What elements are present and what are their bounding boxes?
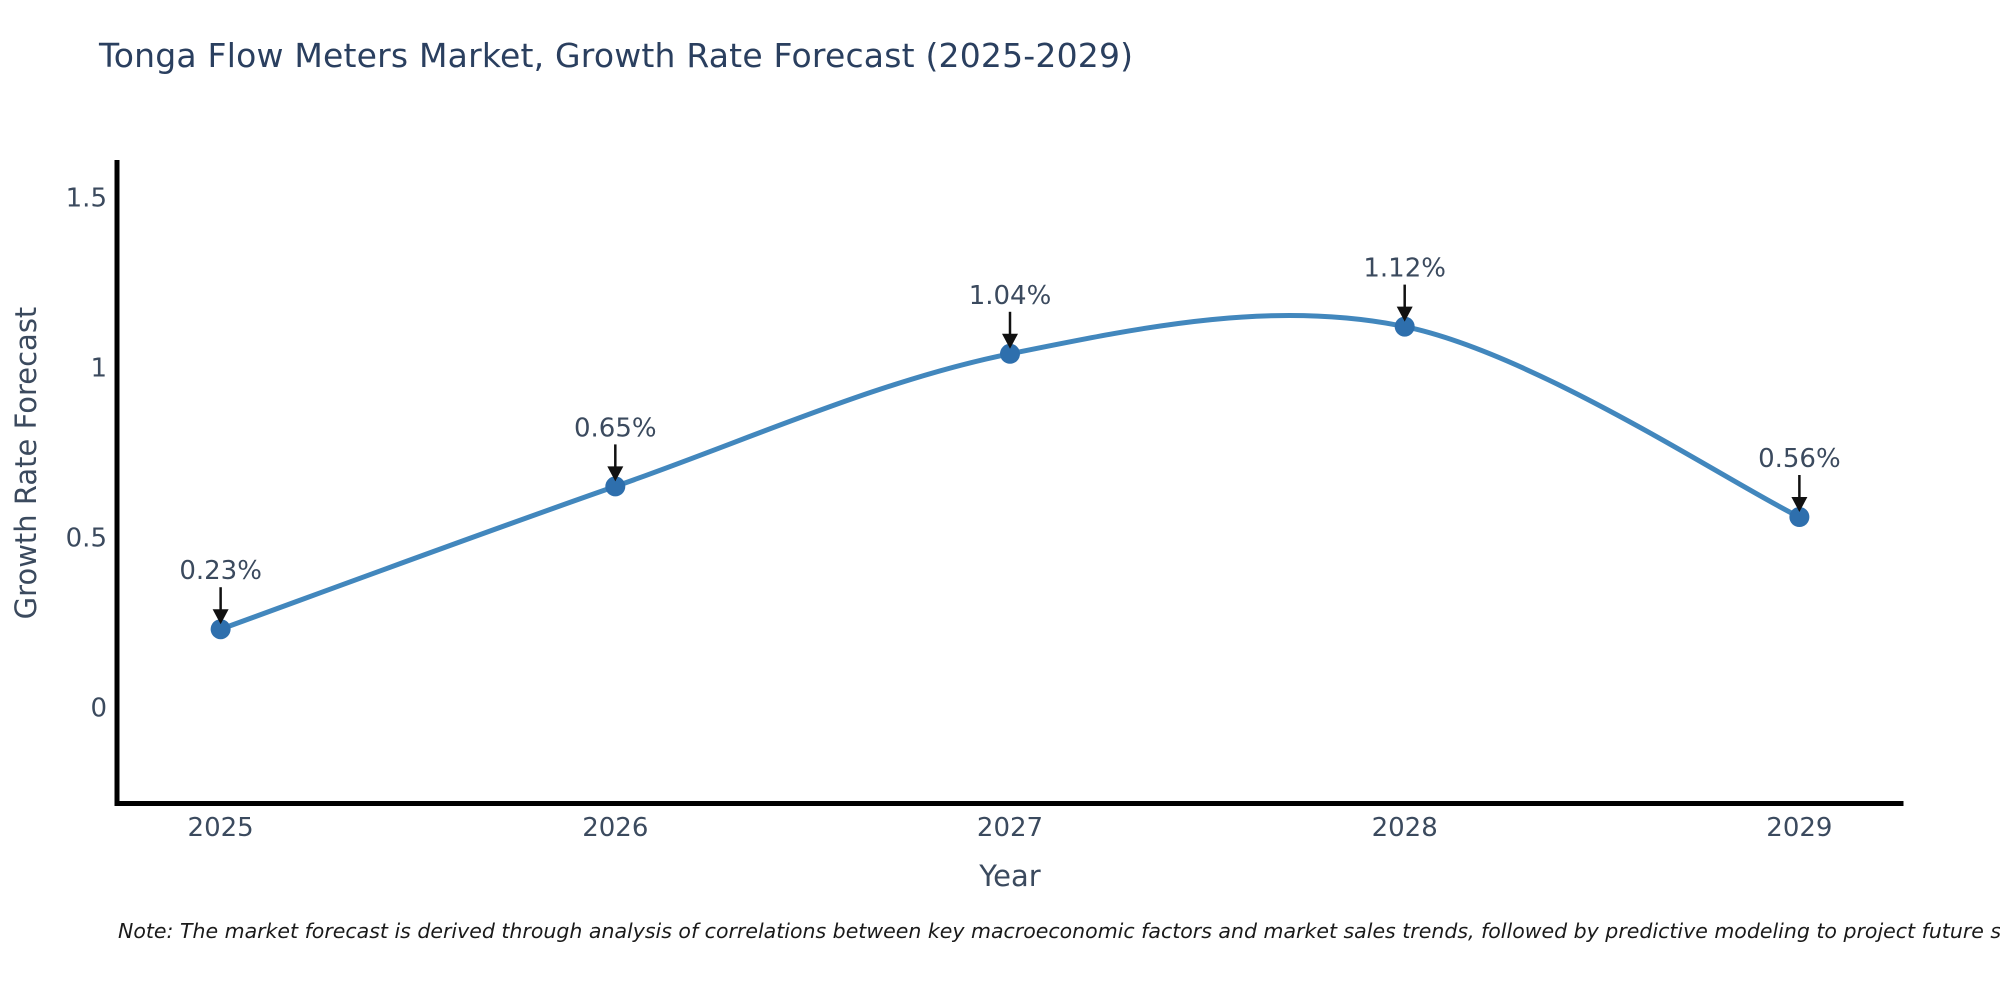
- y-axis-spine: [114, 160, 120, 806]
- data-point-label: 1.04%: [969, 281, 1052, 311]
- x-axis-title: Year: [978, 859, 1040, 893]
- data-point-marker: [1394, 316, 1415, 337]
- annotation-arrowhead: [1002, 333, 1018, 349]
- axes-spines: [114, 160, 1904, 806]
- y-tick-label: 1: [90, 353, 107, 383]
- x-tick-label: 2029: [1766, 813, 1832, 843]
- y-tick-label: 1.5: [66, 183, 107, 213]
- data-point-markers: [210, 316, 1810, 640]
- y-tick-label: 0: [90, 693, 107, 723]
- data-point-marker: [605, 476, 626, 497]
- annotation-arrowhead: [1791, 497, 1808, 512]
- annotation-arrowhead: [607, 466, 624, 482]
- chart-title: Tonga Flow Meters Market, Growth Rate Fo…: [99, 36, 1134, 75]
- y-axis-tick-labels: 0 0.5 1 1.5: [66, 183, 107, 723]
- data-point-label: 0.23%: [179, 556, 262, 586]
- footnote: Note: The market forecast is derived thr…: [118, 919, 2000, 943]
- x-tick-label: 2026: [582, 813, 648, 843]
- data-point-marker: [1789, 507, 1810, 527]
- x-axis-tick-labels: 2025 2026 2027 2028 2029: [188, 813, 1833, 843]
- data-point-marker: [1000, 343, 1020, 364]
- data-point-label: 0.56%: [1758, 444, 1841, 474]
- y-tick-label: 0.5: [66, 523, 107, 553]
- data-point-marker: [210, 619, 231, 640]
- data-label-annotations: 0.23% 0.65% 1.04% 1.12% 0.56%: [179, 254, 1841, 625]
- x-axis-spine: [114, 801, 1904, 806]
- x-tick-label: 2028: [1372, 813, 1438, 843]
- annotation-arrowhead: [212, 609, 229, 625]
- x-tick-label: 2027: [977, 813, 1043, 843]
- data-point-label: 1.12%: [1363, 254, 1446, 284]
- data-point-label: 0.65%: [574, 413, 657, 443]
- annotation-arrowhead: [1396, 306, 1413, 322]
- x-tick-label: 2025: [188, 813, 254, 843]
- y-axis-title: Growth Rate Forecast: [9, 307, 43, 620]
